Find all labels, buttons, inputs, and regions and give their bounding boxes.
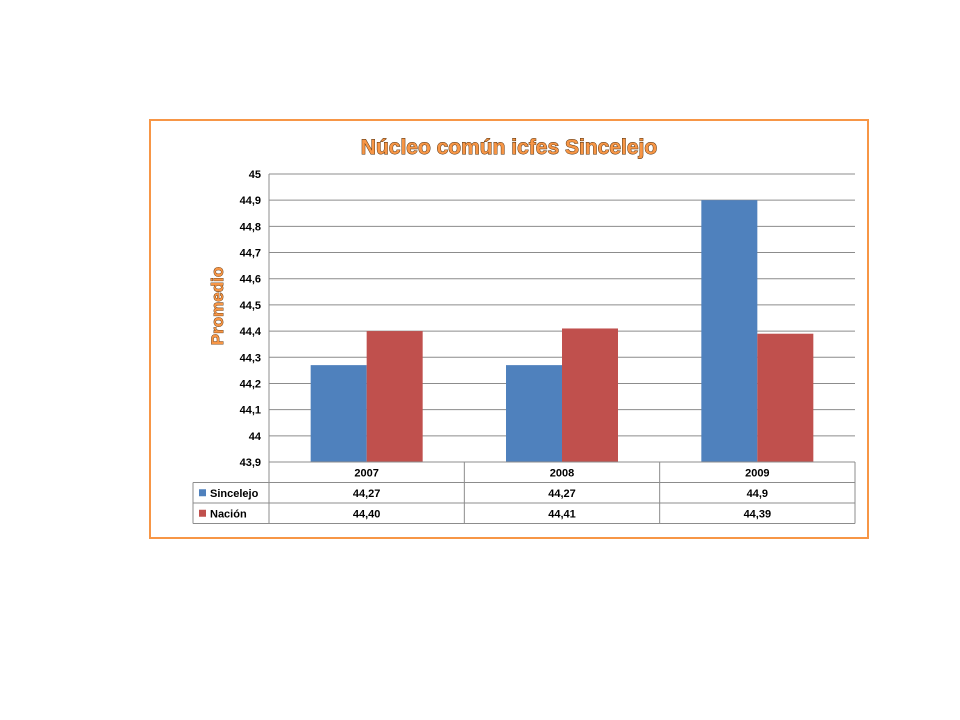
bars-layer xyxy=(310,200,814,462)
data-label: 44,27 xyxy=(548,488,576,500)
y-tick-labels: 43,9 44 44,1 44,2 44,3 44,4 44,5 44,6 44,7 44,8 44… xyxy=(240,169,262,469)
y-tick-label: 44,3 xyxy=(240,352,261,364)
y-tick-label: 45 xyxy=(249,169,261,181)
y-tick-label: 44,9 xyxy=(240,195,261,207)
data-label: 44,27 xyxy=(353,488,381,500)
data-label: 44,9 xyxy=(747,488,768,500)
data-label: 44,39 xyxy=(744,508,772,520)
data-label: 44,41 xyxy=(548,508,576,520)
legend-entry: Nación xyxy=(210,508,247,520)
y-tick-label: 43,9 xyxy=(240,457,261,469)
bar xyxy=(562,328,618,462)
x-tick-label: 2008 xyxy=(550,467,574,479)
y-tick-label: 44,4 xyxy=(240,326,262,338)
data-label: 44,40 xyxy=(353,508,381,520)
bar xyxy=(366,331,423,462)
y-tick-label: 44,6 xyxy=(240,274,261,286)
y-tick-label: 44,8 xyxy=(240,221,261,233)
bar xyxy=(701,200,758,462)
y-tick-label: 44,2 xyxy=(240,378,261,390)
y-tick-label: 44,1 xyxy=(240,405,261,417)
y-axis-label: Promedio xyxy=(208,267,227,345)
legend-swatch xyxy=(199,509,206,517)
bar xyxy=(310,365,367,462)
data-table: 2007 2008 2009 Sincelejo 44,27 44,27 44,9 Nació… xyxy=(192,461,856,524)
y-tick-label: 44,7 xyxy=(240,248,261,260)
y-tick-label: 44,5 xyxy=(240,300,261,312)
x-tick-label: 2009 xyxy=(745,467,769,479)
y-tick-label: 44 xyxy=(249,431,262,443)
legend-swatch xyxy=(199,489,206,497)
bar xyxy=(506,365,562,462)
chart-frame: Núcleo común icfes Sincelejo Promedio 43… xyxy=(149,119,869,539)
bar xyxy=(757,333,814,462)
x-tick-label: 2007 xyxy=(354,467,378,479)
chart-title: Núcleo común icfes Sincelejo xyxy=(361,136,657,159)
legend-entry: Sincelejo xyxy=(210,488,259,500)
chart-svg: Núcleo común icfes Sincelejo Promedio 43… xyxy=(192,136,856,524)
